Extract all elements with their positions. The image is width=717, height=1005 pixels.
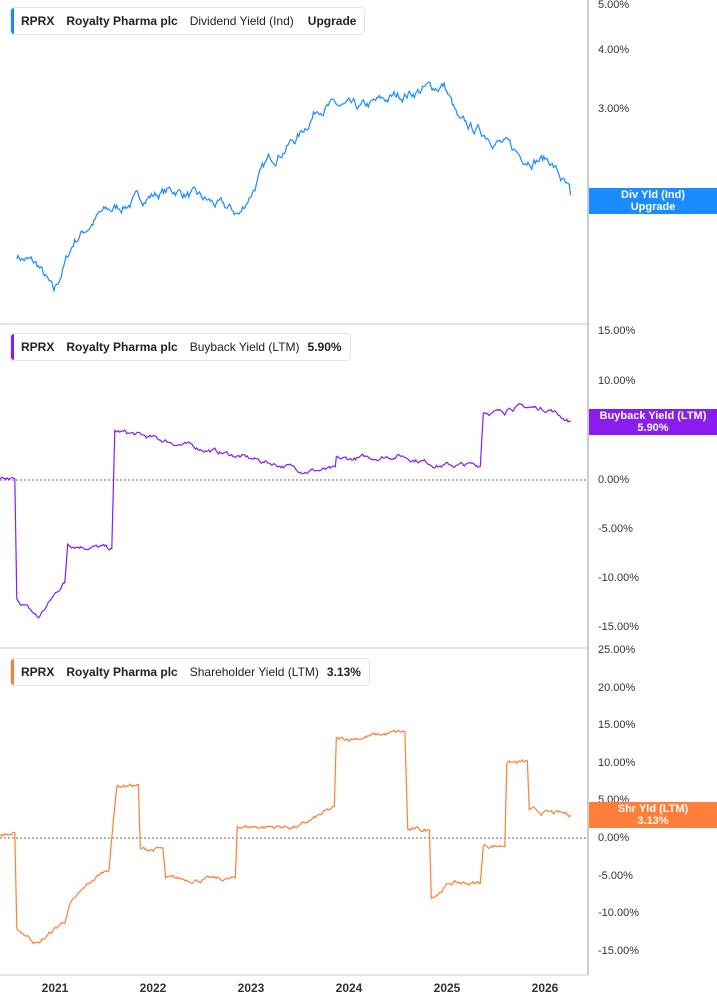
legend-company: Royalty Pharma plc <box>66 665 178 679</box>
y-tick-label: 5.00% <box>598 0 630 11</box>
y-tick-label: -10.00% <box>598 907 639 919</box>
dividend-yield-line <box>16 81 572 292</box>
y-tick-label: -15.00% <box>598 621 639 633</box>
last-value-tag-dividend: Div Yld (Ind) Upgrade <box>589 188 717 214</box>
buyback-yield-line <box>0 403 571 619</box>
legend-ticker: RPRX <box>21 14 55 28</box>
tag-value: 3.13% <box>637 815 669 827</box>
y-tick-label: 0.00% <box>598 474 630 486</box>
series-color-marker <box>11 659 14 685</box>
y-tick-label: -10.00% <box>598 572 639 584</box>
x-tick-label: 2022 <box>139 981 167 995</box>
tag-value-upgrade[interactable]: Upgrade <box>630 201 676 213</box>
y-tick-label: 10.00% <box>598 375 636 387</box>
last-value-tag-shareholder: Shr Yld (LTM) 3.13% <box>589 802 717 828</box>
legend-ticker: RPRX <box>21 665 55 679</box>
last-value-tag-buyback: Buyback Yield (LTM) 5.90% <box>589 409 717 435</box>
y-tick-label: 4.00% <box>598 44 630 56</box>
legend-shareholder-yield: RPRX Royalty Pharma plc Shareholder Yiel… <box>10 658 370 686</box>
x-tick-label: 2023 <box>237 981 265 995</box>
legend-value: 3.13% <box>326 665 361 679</box>
y-tick-label: -5.00% <box>598 870 633 882</box>
legend-buyback-yield: RPRX Royalty Pharma plc Buyback Yield (L… <box>10 333 351 361</box>
legend-metric: Dividend Yield (Ind) <box>189 14 294 28</box>
y-tick-label: -15.00% <box>598 945 639 957</box>
tag-value: 5.90% <box>637 422 669 434</box>
legend-ticker: RPRX <box>21 340 55 354</box>
y-tick-label: 15.00% <box>598 325 636 337</box>
y-tick-label: -5.00% <box>598 523 633 535</box>
y-tick-label: 10.00% <box>598 757 636 769</box>
x-tick-label: 2025 <box>433 981 461 995</box>
y-tick-label: 20.00% <box>598 682 636 694</box>
legend-dividend-yield: RPRX Royalty Pharma plc Dividend Yield (… <box>10 7 366 35</box>
legend-company: Royalty Pharma plc <box>66 340 178 354</box>
legend-metric: Buyback Yield (LTM) <box>189 340 300 354</box>
series-color-marker <box>11 334 14 360</box>
legend-company: Royalty Pharma plc <box>66 14 178 28</box>
tag-label: Div Yld (Ind) <box>621 189 685 201</box>
tag-label: Buyback Yield (LTM) <box>599 410 707 422</box>
y-tick-label: 3.00% <box>598 103 630 115</box>
x-tick-label: 2026 <box>531 981 559 995</box>
legend-value-upgrade[interactable]: Upgrade <box>307 14 357 28</box>
x-tick-label: 2024 <box>335 981 363 995</box>
legend-metric: Shareholder Yield (LTM) <box>189 665 319 679</box>
y-tick-label: 0.00% <box>598 832 630 844</box>
tag-label: Shr Yld (LTM) <box>617 803 689 815</box>
series-color-marker <box>11 8 14 34</box>
y-tick-label: 25.00% <box>598 644 636 656</box>
x-tick-label: 2021 <box>41 981 69 995</box>
y-tick-label: 15.00% <box>598 719 636 731</box>
legend-value: 5.90% <box>307 340 342 354</box>
shareholder-yield-line <box>0 729 572 945</box>
